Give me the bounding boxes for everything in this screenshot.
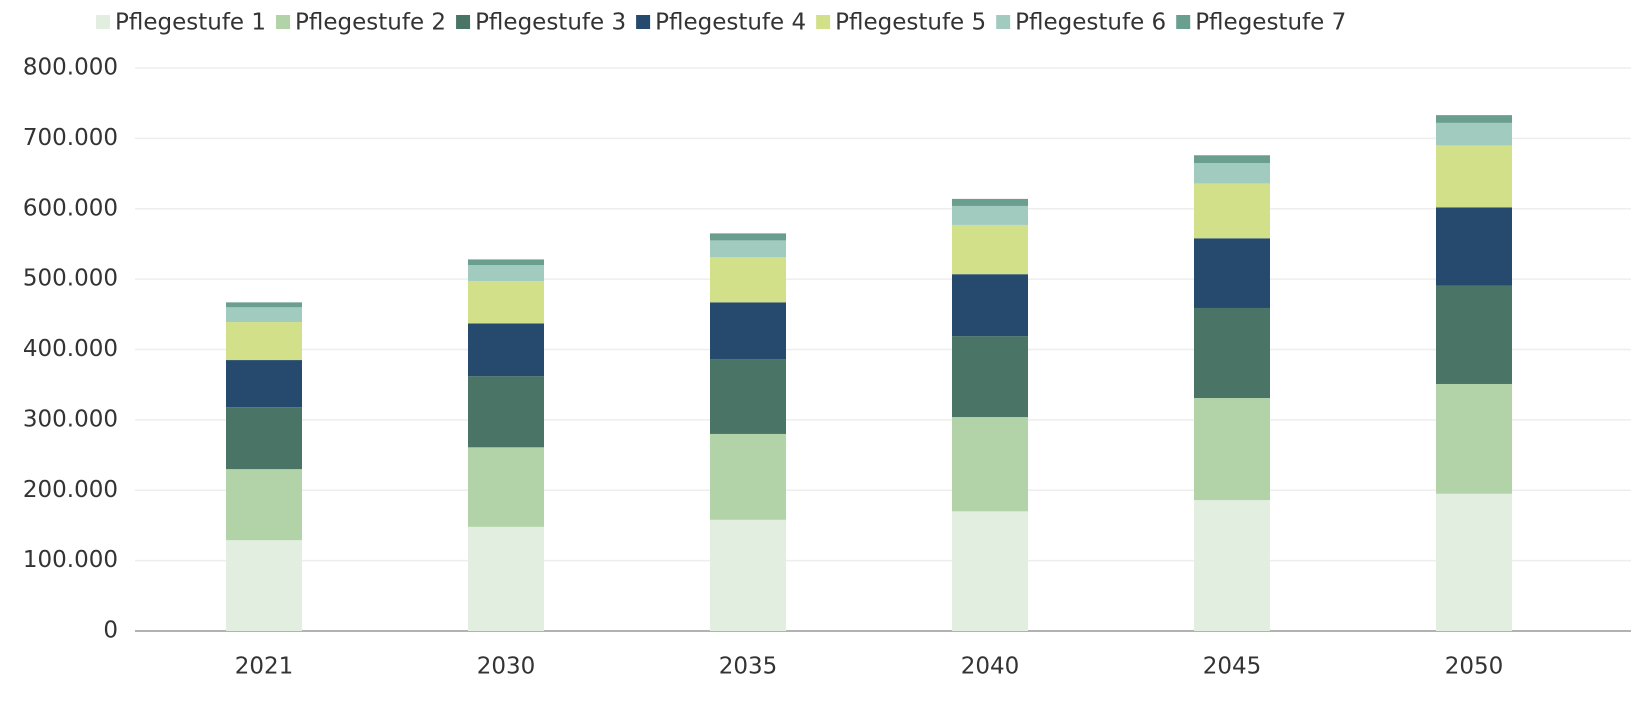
legend-swatch <box>816 15 831 29</box>
legend-label: Pflegestufe 4 <box>655 10 806 36</box>
bar-segment <box>710 302 786 360</box>
legend-label: Pflegestufe 5 <box>835 10 986 36</box>
bar-segment <box>710 433 786 520</box>
bar-segment <box>1194 500 1270 631</box>
bar-segment <box>1436 383 1512 494</box>
bar-segment <box>1194 238 1270 308</box>
bar-segment <box>952 274 1028 337</box>
legend-swatch <box>996 15 1011 29</box>
legend-swatch <box>276 15 291 29</box>
bar-segment <box>1436 207 1512 286</box>
bar-segment <box>226 302 302 308</box>
bar-segment <box>710 257 786 303</box>
x-tick-label: 2040 <box>961 654 1020 680</box>
bar-segment <box>468 281 544 324</box>
bar-segment <box>1194 163 1270 184</box>
legend-swatch <box>636 15 651 29</box>
legend-swatch <box>1176 15 1191 29</box>
y-tick-label: 300.000 <box>23 406 118 432</box>
legend-label: Pflegestufe 3 <box>475 10 626 36</box>
bar-segment <box>952 511 1028 631</box>
bar-segment <box>952 417 1028 512</box>
bar-segment <box>710 359 786 434</box>
y-tick-label: 200.000 <box>23 477 118 503</box>
bar-segment <box>952 224 1028 275</box>
bar-segment <box>1436 145 1512 208</box>
bar-segment <box>1194 307 1270 399</box>
x-tick-label: 2030 <box>477 654 536 680</box>
bar-segment <box>226 360 302 408</box>
bar-segment <box>1436 285 1512 384</box>
bar-segment <box>1194 398 1270 501</box>
bar-segment <box>468 323 544 377</box>
bar-segment <box>468 259 544 266</box>
legend-label: Pflegestufe 2 <box>295 10 446 36</box>
legend-label: Pflegestufe 1 <box>115 10 266 36</box>
bar-segment <box>710 240 786 258</box>
bar-segment <box>226 307 302 323</box>
y-tick-label: 600.000 <box>23 195 118 221</box>
y-tick-label: 800.000 <box>23 55 118 81</box>
legend-swatch <box>456 15 471 29</box>
x-tick-label: 2035 <box>719 654 778 680</box>
x-tick-label: 2021 <box>235 654 294 680</box>
bar-segment <box>1436 115 1512 123</box>
bar-segment <box>1194 155 1270 164</box>
y-tick-label: 100.000 <box>23 547 118 573</box>
bar-segment <box>468 265 544 282</box>
bar-segment <box>468 526 544 631</box>
bar-segment <box>1436 122 1512 146</box>
y-tick-label: 500.000 <box>23 266 118 292</box>
bar-segment <box>468 376 544 448</box>
bar-segment <box>1194 183 1270 239</box>
legend-label: Pflegestufe 6 <box>1015 10 1166 36</box>
bar-segment <box>468 447 544 527</box>
bar-segment <box>1436 493 1512 631</box>
x-tick-label: 2045 <box>1203 654 1262 680</box>
legend-swatch <box>96 15 110 29</box>
bar-segment <box>226 407 302 470</box>
y-tick-label: 0 <box>103 618 118 644</box>
y-tick-label: 700.000 <box>23 125 118 151</box>
legend-label: Pflegestufe 7 <box>1195 10 1346 36</box>
bar-segment <box>710 519 786 631</box>
bar-segment <box>226 469 302 541</box>
bar-segment <box>710 233 786 241</box>
bar-segment <box>952 336 1028 418</box>
bar-segment <box>226 540 302 631</box>
bar-segment <box>226 322 302 361</box>
x-tick-label: 2050 <box>1445 654 1504 680</box>
y-tick-label: 400.000 <box>23 336 118 362</box>
bar-segment <box>952 198 1028 206</box>
bar-segment <box>952 205 1028 225</box>
